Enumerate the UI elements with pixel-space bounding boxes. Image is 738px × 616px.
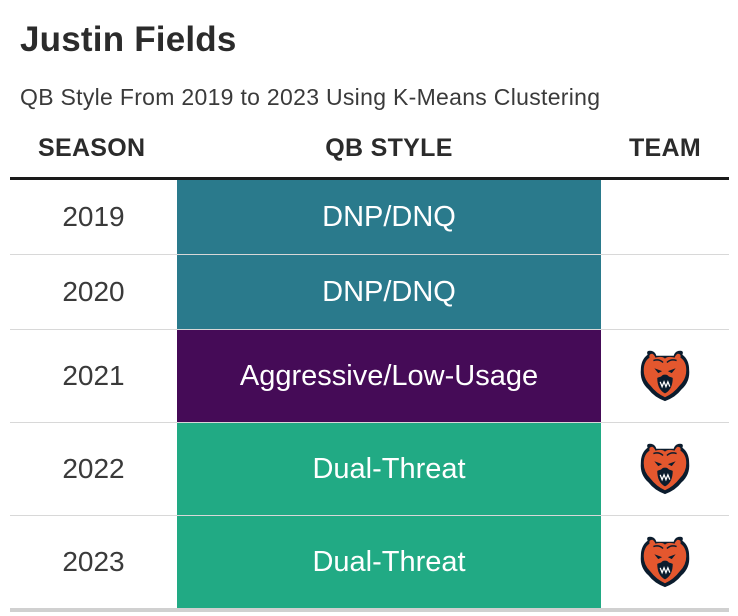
season-cell: 2021: [62, 360, 125, 391]
season-cell: 2019: [62, 201, 125, 232]
table-row: 2020 DNP/DNQ: [10, 255, 729, 330]
column-header-season: SEASON: [38, 134, 146, 162]
qb-style-table: 2019 DNP/DNQ 2020 DNP/DNQ 2021 Aggressive/Low…: [10, 180, 729, 612]
bears-logo-icon: [636, 347, 694, 405]
team-cell: [601, 516, 729, 608]
column-header-team: TEAM: [628, 134, 702, 162]
table-row: 2019 DNP/DNQ: [10, 180, 729, 255]
team-cell: [601, 255, 729, 329]
table-row: 2021 Aggressive/Low-Usage: [10, 330, 729, 423]
season-cell: 2023: [62, 546, 125, 577]
season-cell: 2022: [62, 453, 125, 484]
qb-style-cell: Dual-Threat: [177, 516, 601, 608]
team-cell: [601, 180, 729, 254]
team-cell: [601, 330, 729, 422]
bears-logo-icon: [636, 440, 694, 498]
qb-style-cell: DNP/DNQ: [177, 255, 601, 329]
table-row: 2023 Dual-Threat: [10, 516, 729, 612]
table-row: 2022 Dual-Threat: [10, 423, 729, 516]
qb-style-cell: DNP/DNQ: [177, 180, 601, 254]
qb-style-cell: Dual-Threat: [177, 423, 601, 515]
chart-subtitle: QB Style From 2019 to 2023 Using K-Means…: [20, 84, 601, 110]
qb-style-cell: Aggressive/Low-Usage: [177, 330, 601, 422]
column-header-qb-style: QB STYLE: [325, 134, 453, 162]
chart-title: Justin Fields: [20, 20, 237, 59]
header-divider: [10, 177, 729, 180]
season-cell: 2020: [62, 276, 125, 307]
team-cell: [601, 423, 729, 515]
bears-logo-icon: [636, 533, 694, 591]
